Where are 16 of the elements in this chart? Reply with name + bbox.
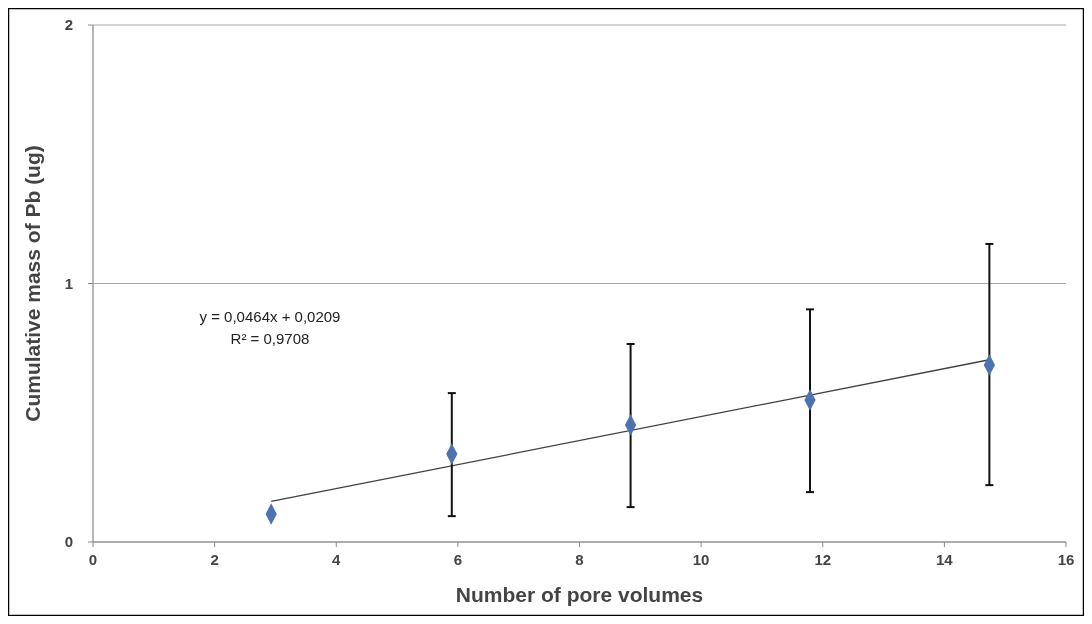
x-tick-label: 16 — [1057, 551, 1075, 568]
x-tick-label: 12 — [814, 551, 832, 568]
x-tick-label: 2 — [210, 551, 219, 568]
x-tick-label: 6 — [453, 551, 463, 568]
y-tick-label: 1 — [64, 274, 73, 292]
y-tick-label: 0 — [64, 533, 73, 550]
x-tick-label: 10 — [692, 551, 710, 568]
x-tick-label: 8 — [575, 551, 584, 568]
x-axis-title: Number of pore volumes — [455, 583, 704, 606]
y-tick-label: 2 — [64, 16, 73, 33]
x-tick-label: 0 — [88, 551, 98, 568]
annotation: R² = 0,9708 — [230, 330, 310, 347]
x-tick-label: 14 — [936, 551, 954, 568]
y-axis-title: Cumulative mass of Pb (ug) — [21, 145, 44, 422]
annotation: y = 0,0464x + 0,0209 — [199, 308, 341, 325]
x-tick-label: 4 — [332, 551, 342, 568]
